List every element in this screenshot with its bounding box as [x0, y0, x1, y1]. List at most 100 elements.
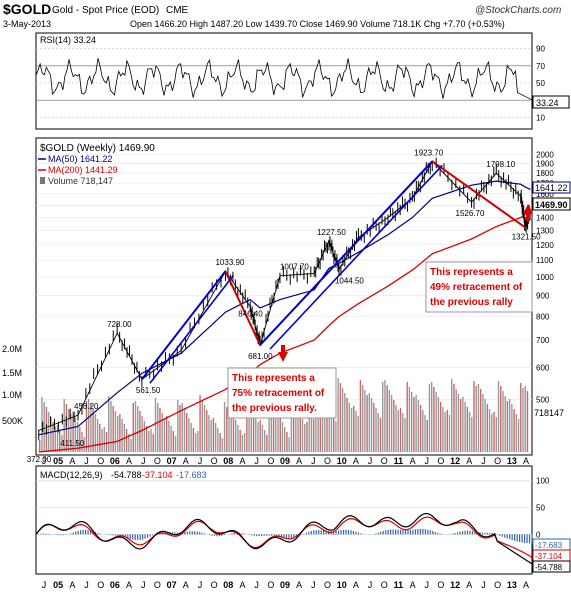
price-annotation: 1923.70	[414, 148, 443, 157]
volume-bar	[252, 412, 255, 452]
volume-bar	[497, 381, 500, 452]
volume-bar	[437, 397, 440, 452]
macd-hist-bar	[466, 530, 469, 535]
volume-bar	[54, 427, 56, 452]
macd-hist-bar	[509, 534, 511, 540]
trend-line-up-1	[141, 270, 227, 380]
volume-bar	[121, 419, 123, 452]
macd-hist-bar	[474, 531, 476, 535]
x-axis-label: A	[239, 580, 245, 590]
volume-bar	[508, 399, 511, 452]
macd-hist-bar	[399, 530, 402, 535]
volume-bar	[226, 407, 228, 452]
volume-bar	[390, 395, 393, 452]
macd-hist-bar	[323, 530, 325, 535]
price-value-tag	[532, 197, 571, 211]
volume-bar	[130, 439, 132, 452]
volume-bar	[344, 393, 346, 452]
x-axis-label: O	[211, 456, 218, 466]
volume-bar	[350, 408, 353, 452]
x-axis-label: 06	[110, 456, 120, 466]
macd-hist-bar	[89, 530, 92, 535]
volume-axis: 2.0M 1.5M 1.0M 500K	[2, 344, 23, 426]
macd-hist-bar	[355, 531, 357, 535]
volume-bar	[337, 378, 339, 452]
volume-bar	[141, 416, 143, 452]
x-axis-label: J	[481, 456, 486, 466]
volume-bar	[310, 414, 313, 452]
volume-bar	[183, 408, 186, 452]
x-axis-label: J	[198, 456, 203, 466]
volume-bar	[353, 406, 355, 452]
price-annotation: 372.00	[27, 455, 52, 464]
volume-bar	[43, 402, 45, 452]
volume-bar	[261, 425, 264, 452]
macd-hist-bar	[439, 533, 441, 535]
x-axis-label: A	[523, 580, 529, 590]
macd-hist-bar	[285, 534, 288, 539]
rsi-tick-label: 10	[536, 113, 545, 122]
macd-hist-bar	[266, 534, 268, 536]
volume-bar	[148, 431, 150, 452]
volume-bar	[47, 412, 50, 452]
macd-hist-bar	[325, 530, 327, 535]
volume-bar	[250, 407, 252, 452]
price-annotation: 1227.50	[317, 228, 346, 237]
volume-bar	[41, 397, 43, 452]
volume-bar	[79, 427, 81, 452]
volume-bar	[172, 431, 175, 452]
macd-hist-bar	[80, 530, 82, 535]
volume-bar	[208, 415, 210, 452]
macd-tag-text: -37.104	[535, 552, 563, 561]
price-tick-label: 1600	[536, 190, 554, 199]
volume-bar	[324, 396, 326, 452]
x-axis-label: J	[254, 456, 259, 466]
x-axis-label: J	[425, 580, 430, 590]
x-axis-label: A	[69, 456, 75, 466]
price-tick-label: 900	[536, 292, 550, 301]
x-axis-label: O	[154, 456, 161, 466]
x-axis-label: 06	[110, 580, 120, 590]
macd-hist-bar	[333, 531, 335, 535]
volume-bar	[486, 404, 489, 452]
volume-bar	[419, 405, 422, 452]
volume-bar	[186, 413, 188, 452]
volume-bar	[410, 392, 413, 452]
callout-arrow-2	[523, 204, 533, 221]
volume-bar	[306, 422, 308, 452]
macd-hist-bar	[407, 530, 409, 535]
volume-tick-label: 1.5M	[2, 368, 22, 378]
volume-bar	[50, 417, 52, 452]
volume-bar	[137, 406, 139, 452]
x-axis-label: A	[69, 580, 75, 590]
trend-line-up-2	[259, 160, 433, 346]
macd-hist-bar	[273, 534, 275, 536]
volume-bar	[228, 405, 230, 452]
volume-bar	[386, 385, 388, 452]
volume-bar	[361, 385, 364, 452]
volume-bar	[462, 397, 464, 452]
x-axis-label: O	[97, 456, 104, 466]
macd-hist-bar	[427, 529, 429, 535]
x-axis-label: A	[126, 456, 132, 466]
volume-bar	[217, 428, 219, 452]
macd-hist-bar	[318, 530, 320, 535]
macd-hist-bar	[243, 533, 245, 535]
macd-hist-bar	[308, 531, 310, 535]
volume-bar	[194, 433, 197, 452]
macd-hist-bar	[189, 531, 191, 535]
callout-box-2	[425, 261, 533, 313]
volume-bar	[359, 380, 362, 452]
x-axis-label: A	[183, 456, 189, 466]
volume-bar	[377, 413, 379, 452]
volume-bar	[154, 398, 157, 452]
macd-hist-bar	[337, 530, 340, 535]
volume-bar	[424, 415, 426, 452]
macd-hist-bar	[194, 531, 196, 535]
volume-bar	[108, 396, 110, 452]
symbol-title: $GOLD	[3, 1, 51, 17]
volume-bar	[484, 399, 486, 452]
macd-hist-bar	[335, 530, 337, 535]
x-axis-label: J	[481, 580, 486, 590]
price-tick-label: 1400	[536, 213, 554, 222]
